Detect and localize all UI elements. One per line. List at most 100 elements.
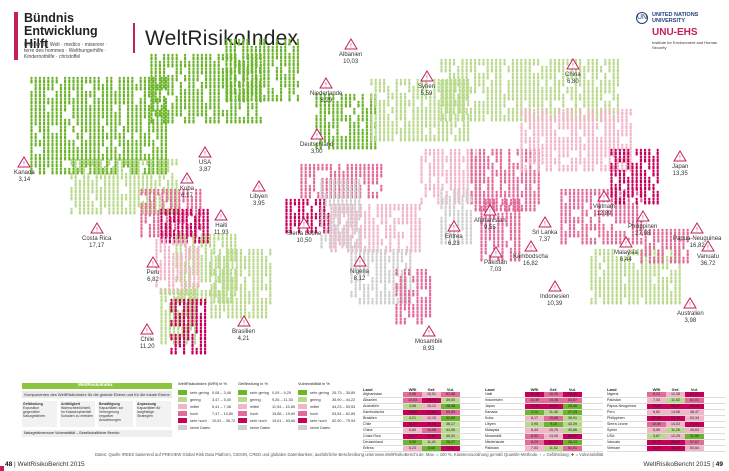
warning-triangle-icon: ! [597,190,611,202]
population-figure [520,86,523,94]
population-figure [200,81,204,89]
population-figure [518,247,521,255]
population-figure [239,262,243,270]
population-figure [80,139,84,147]
population-figure [118,104,121,112]
population-figure [59,167,63,175]
population-figure [204,240,208,248]
page-left-num: 48 [5,461,13,468]
population-figure [137,179,140,187]
population-figure [152,209,156,217]
population-figure [420,162,423,170]
population-figure [428,275,432,283]
population-figure [480,212,483,220]
population-figure [371,177,375,185]
population-figure [158,165,161,173]
population-figure [452,107,456,115]
population-figure [457,107,460,115]
population-figure [541,93,544,101]
population-figure [566,115,569,123]
population-figure [353,185,357,193]
table-cell-value: 41,06 [441,428,460,433]
legend-scale-head: WeltRisikoIndex (WRI) in % [178,381,228,386]
population-figure [74,200,77,208]
country-table: Land WRI Gef. Vul. Afghanistan 9,55 15,51 61,58… [363,383,481,452]
table-cell-value: 46,47 [685,410,704,415]
population-figure [686,228,689,236]
population-figure [482,86,485,94]
population-figure [355,238,358,246]
population-figure [665,297,669,305]
population-figure [350,177,354,185]
population-figure [611,283,614,291]
table-row: Japan 13,35 45,91 29,08 [485,404,603,410]
population-figure [198,215,201,223]
table-cell-land: Indonesien [485,398,503,402]
population-figure [461,93,464,101]
table-header-col: Gef. [671,387,680,392]
population-figure [133,165,136,173]
population-figure [602,269,606,277]
population-figure [533,169,536,177]
population-figure [158,109,162,117]
population-figure [513,226,517,234]
population-figure [297,198,301,206]
population-figure [160,160,163,168]
population-figure [490,65,494,73]
population-figure [644,235,647,243]
population-figure [524,108,527,116]
population-figure [239,304,243,312]
population-figure [179,95,183,103]
population-figure [494,100,498,108]
population-figure [407,268,411,276]
population-figure [150,60,153,68]
population-figure [222,290,226,298]
population-figure [410,217,413,225]
population-figure [524,72,527,80]
population-figure [143,167,147,175]
population-figure [657,290,660,298]
population-figure [159,273,162,281]
population-figure [252,276,255,284]
population-figure [420,106,424,114]
population-figure [501,254,504,262]
country-risk-value: 3,87 [199,167,211,173]
population-figure [293,212,297,220]
population-figure [444,86,447,94]
population-figure [499,86,502,94]
population-figure [42,167,46,175]
population-figure [135,146,138,154]
population-figure [348,142,352,150]
population-figure [674,297,677,305]
population-figure [491,169,494,177]
legend-class-range: 53,54 – 62,89 [332,411,356,416]
population-figure [401,210,405,218]
population-figure [524,115,527,123]
population-figure [616,115,620,123]
population-figure [110,111,113,119]
population-figure [553,65,557,73]
population-figure [445,176,448,184]
table-cell-value: 10,03 [403,398,422,403]
population-figure [167,74,170,82]
population-figure [537,157,540,165]
population-figure [126,97,130,105]
population-figure [141,158,145,166]
population-figure [319,100,322,108]
population-figure [200,95,204,103]
population-figure [187,298,190,306]
population-figure [229,59,232,67]
population-figure [118,132,121,140]
population-figure [643,176,647,184]
table-cell-value: 7,03 [647,398,666,403]
population-figure [598,290,602,298]
legend-scale-head: Vulnerabilität in % [298,381,330,386]
population-figure [209,116,212,124]
population-figure [172,330,176,338]
population-figure [673,228,677,236]
population-figure [518,240,521,248]
population-figure [375,191,379,199]
population-figure [51,132,54,140]
population-figure [248,262,251,270]
population-figure [424,106,428,114]
